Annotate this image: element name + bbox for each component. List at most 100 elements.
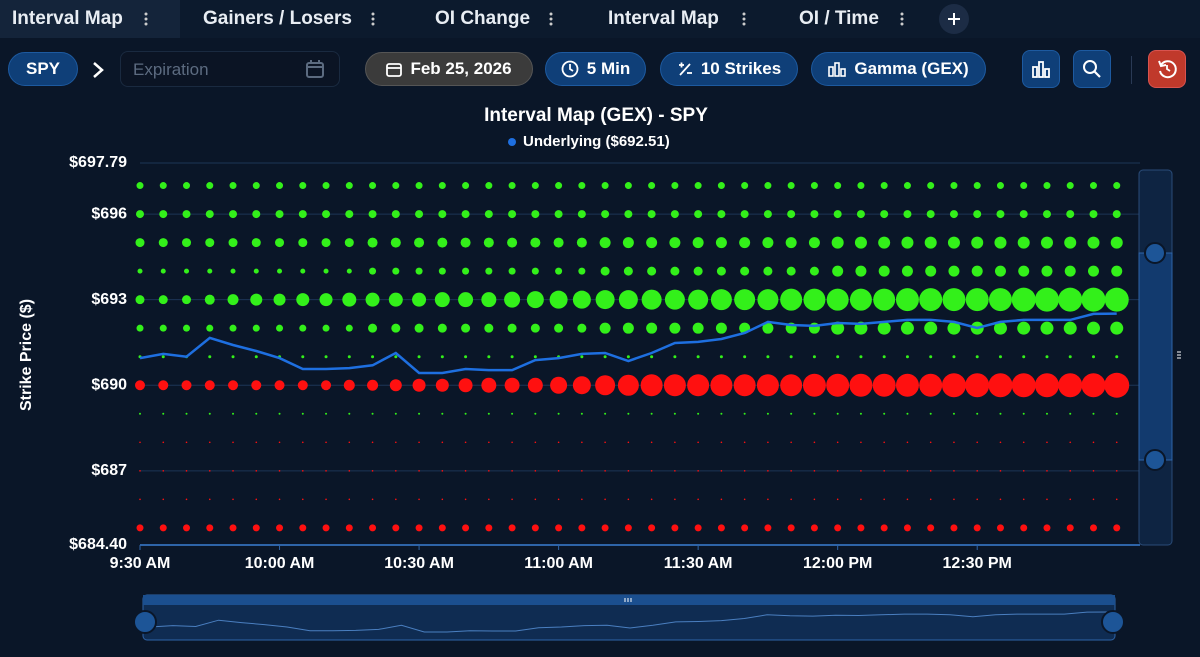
bubble [950, 182, 958, 190]
bubble [965, 373, 990, 398]
bubble [205, 210, 214, 219]
legend-marker[interactable] [508, 138, 516, 146]
bubble [485, 524, 493, 532]
bubble [485, 267, 493, 275]
tab-menu-icon[interactable] [741, 11, 747, 27]
bubble [1104, 372, 1130, 398]
x-tick-label: 9:30 AM [110, 555, 171, 572]
tab[interactable]: OI / Time [799, 0, 905, 38]
bubble [345, 524, 353, 532]
tab-menu-icon[interactable] [143, 11, 149, 27]
bubble [229, 210, 238, 219]
bubble [692, 237, 704, 249]
bubble [412, 378, 426, 392]
tab[interactable]: Interval Map [0, 0, 180, 38]
bubble [1115, 441, 1118, 444]
bubble [903, 524, 911, 532]
bubble [278, 441, 281, 444]
strikes-button[interactable]: 10 Strikes [660, 52, 798, 86]
bubble [139, 412, 141, 415]
bubble [627, 470, 630, 472]
tab-menu-icon[interactable] [899, 11, 905, 27]
navigator-line [149, 611, 1111, 633]
bubble [905, 355, 909, 359]
tab-bar: Interval Map Gainers / Losers OI Change … [0, 0, 1200, 38]
add-tab-button[interactable] [938, 3, 970, 35]
tab[interactable]: OI Change [435, 0, 554, 38]
symbol-button[interactable]: SPY [8, 52, 78, 86]
y-range-handle[interactable] [1144, 449, 1166, 471]
y-range-window[interactable] [1138, 252, 1173, 461]
bubble [183, 524, 191, 532]
date-button[interactable]: Feb 25, 2026 [365, 52, 533, 86]
bubble [275, 238, 285, 248]
tab[interactable]: Interval Map [608, 0, 747, 38]
bubble [812, 355, 816, 359]
search-button[interactable] [1073, 50, 1111, 88]
bubble [533, 355, 537, 359]
bubble [368, 210, 377, 219]
bubble [790, 412, 793, 415]
bubble [717, 182, 725, 190]
bubble [228, 380, 239, 391]
bubble [717, 210, 726, 219]
interval-button[interactable]: 5 Min [545, 52, 646, 86]
bubble [346, 268, 352, 274]
navigator-handle[interactable] [1101, 610, 1125, 634]
bubble [883, 412, 886, 415]
y-range-handle[interactable] [1144, 242, 1166, 264]
bubble [252, 210, 261, 219]
bubble [627, 498, 630, 501]
bubble [395, 498, 397, 501]
bubble [417, 355, 421, 359]
tab[interactable]: Gainers / Losers [203, 0, 376, 38]
bubble [343, 379, 355, 391]
tab-menu-icon[interactable] [370, 11, 376, 27]
metric-button[interactable]: Gamma (GEX) [811, 52, 986, 86]
bubble [136, 324, 144, 332]
bubble [185, 412, 188, 415]
bubble [1040, 321, 1054, 335]
bubble [395, 441, 397, 444]
bubble [158, 380, 169, 391]
bubble [743, 412, 746, 415]
bubble [232, 498, 234, 501]
bubble [232, 470, 234, 472]
y-tick-label: $696 [91, 205, 127, 222]
bar-chart-icon [828, 62, 847, 77]
bubble [1087, 265, 1099, 277]
bubble [438, 182, 446, 190]
bubble [576, 237, 587, 248]
bubble [832, 265, 844, 277]
navigator-handle[interactable] [133, 610, 157, 634]
bubble [600, 266, 610, 276]
bubble [371, 470, 374, 472]
bubble [950, 524, 958, 532]
bubble [531, 182, 539, 190]
chart-type-button[interactable] [1022, 50, 1060, 88]
bubble [670, 210, 679, 219]
navigator-bar[interactable] [143, 595, 1115, 605]
bubble [719, 355, 723, 359]
bubble [324, 355, 328, 359]
bubble [414, 323, 424, 333]
bubble [1034, 287, 1059, 312]
bubble [710, 374, 733, 397]
bubble [389, 379, 402, 392]
bubble [1069, 412, 1072, 415]
bubble [647, 210, 656, 219]
bubble [159, 524, 167, 532]
bubble [599, 322, 611, 334]
expiration-input[interactable]: Expiration [120, 51, 340, 87]
bubble [137, 268, 143, 274]
bubble [949, 210, 958, 219]
bubble [275, 210, 284, 219]
legend-label[interactable]: Underlying ($692.51) [523, 133, 670, 150]
chevron-icon [93, 62, 104, 78]
tab-menu-icon[interactable] [548, 11, 554, 27]
bubble [757, 289, 779, 311]
bubble [762, 322, 774, 334]
reset-button[interactable] [1148, 50, 1186, 88]
bubble [415, 524, 423, 532]
bubble [953, 441, 955, 444]
